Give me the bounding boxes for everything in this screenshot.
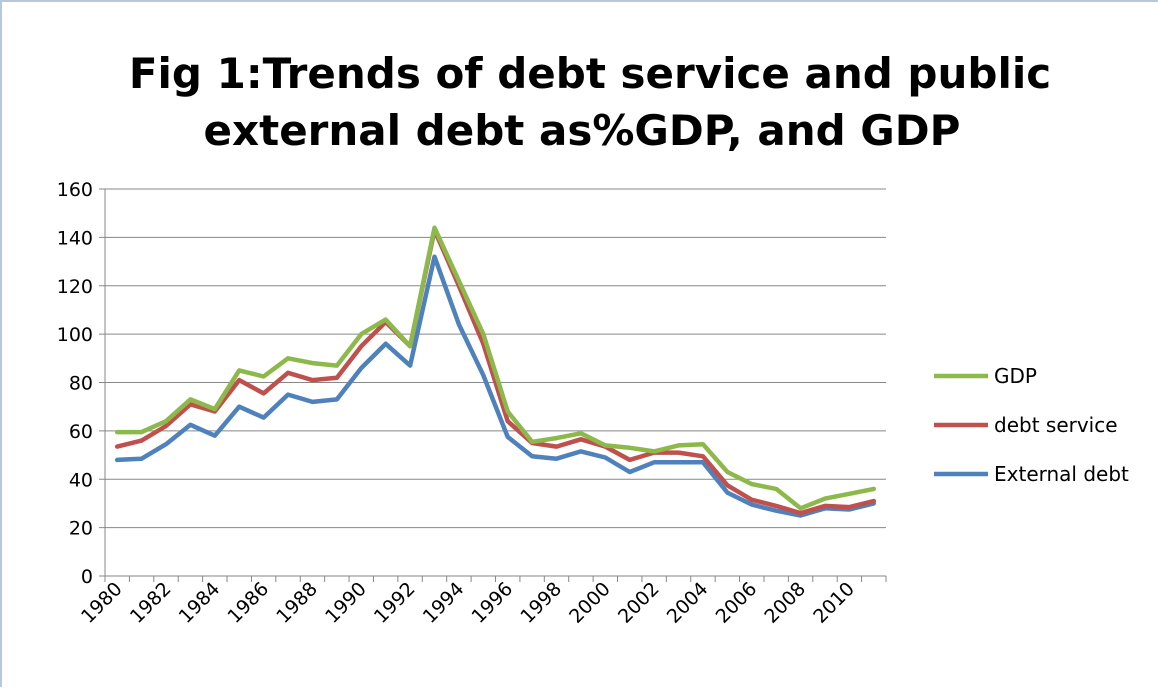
series-line-gdp [114,225,877,511]
y-tick-label: 0 [81,566,93,588]
y-tick-label: 80 [69,373,93,395]
series-line-external-debt [114,254,877,518]
x-tick-label: 1986 [223,578,273,628]
y-tick-label: 40 [69,469,93,491]
y-tick-label: 140 [57,227,93,249]
x-tick-label: 2002 [614,578,664,628]
y-tick-label: 120 [57,276,93,298]
y-tick-label: 20 [69,518,93,540]
x-tick-label: 2010 [809,578,859,628]
x-tick-label: 1988 [272,578,322,628]
x-tick-label: 1984 [175,578,225,628]
legend-label-external-debt: External debt [994,462,1129,486]
x-tick-label: 1998 [516,578,566,628]
x-tick-label: 2006 [712,578,762,628]
x-tick-label: 1992 [370,578,420,628]
chart-title-line-2: external debt as%GDP, and GDP [204,106,961,155]
chart-title-line-1: Fig 1:Trends of debt service and public [129,49,1051,98]
y-tick-label: 100 [57,324,93,346]
x-tick-label: 2000 [565,578,615,628]
x-tick-label: 2008 [760,578,810,628]
x-tick-label: 1996 [467,578,517,628]
y-tick-label: 160 [57,179,93,201]
legend-label-gdp: GDP [994,364,1037,388]
x-tick-label: 1982 [126,578,176,628]
x-tick-label: 1994 [419,578,469,628]
legend: GDP debt service External debt [934,364,1129,486]
legend-label-debt-service: debt service [994,413,1118,437]
gridlines [105,188,886,529]
series-lines [114,225,877,518]
series-line-debt-service [114,227,877,516]
y-tick-label: 60 [69,421,93,443]
x-tick-label: 2004 [663,578,713,628]
x-tick-label: 1990 [321,578,371,628]
